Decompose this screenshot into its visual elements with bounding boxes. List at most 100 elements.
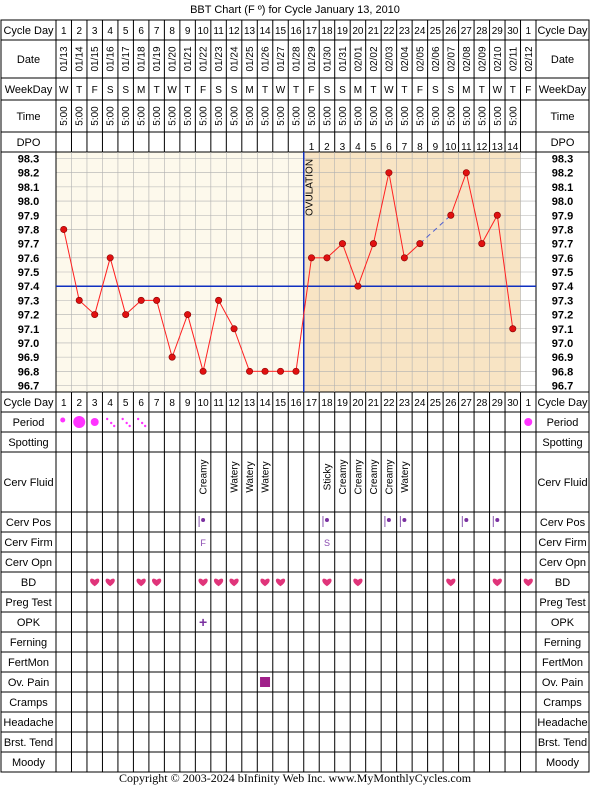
weekday-label: M <box>354 85 362 96</box>
cycle-day-label: 12 <box>229 398 241 409</box>
time-label: 5:00 <box>353 106 364 126</box>
weekday-label: F <box>92 85 98 96</box>
time-label: 5:00 <box>338 106 349 126</box>
temp-line-segment <box>419 214 452 244</box>
temp-point <box>60 225 68 233</box>
temp-point <box>478 240 486 248</box>
temp-point <box>246 367 254 375</box>
cycle-day-label: 20 <box>352 26 364 37</box>
y-tick-label-left: 97.6 <box>18 253 39 265</box>
weekday-label: F <box>525 85 531 96</box>
y-tick-label-right: 97.1 <box>552 324 573 336</box>
dpo-label: 5 <box>371 142 377 153</box>
temp-line-segment <box>78 300 96 315</box>
weekday-label: S <box>324 85 331 96</box>
time-label: 5:00 <box>137 106 148 126</box>
cycle-day-label: 18 <box>321 398 333 409</box>
cycle-day-label: 11 <box>213 398 224 409</box>
date-label: 02/08 <box>462 46 473 71</box>
temp-point <box>122 311 130 319</box>
row-label-left: Cerv Pos <box>6 517 52 529</box>
temp-point <box>277 367 285 375</box>
y-tick-label-left: 96.7 <box>18 381 39 393</box>
row-label-left: Cerv Fluid <box>3 477 53 489</box>
period-spot <box>105 417 109 421</box>
weekday-label: T <box>262 85 268 96</box>
row-label-right: Cycle Day <box>537 397 588 409</box>
cerv-fluid-label: Watery <box>245 461 256 492</box>
row-label-right: Period <box>547 417 579 429</box>
weekday-label: M <box>245 85 253 96</box>
temp-point <box>153 296 161 304</box>
weekday-label: S <box>215 85 222 96</box>
cerv-pos-dot <box>495 518 500 522</box>
temp-point <box>369 240 377 248</box>
weekday-label: M <box>462 85 470 96</box>
row-label-right: OPK <box>551 617 575 629</box>
time-label: 5:00 <box>261 106 272 126</box>
dpo-label: 3 <box>340 142 346 153</box>
time-label: 5:00 <box>307 106 318 126</box>
row-label-right: Time <box>550 111 574 123</box>
period-marker <box>524 418 533 426</box>
date-label: 02/06 <box>431 46 442 71</box>
bd-heart <box>523 578 533 587</box>
row-label-right: DPO <box>551 137 575 149</box>
temp-line-segment <box>171 314 189 358</box>
cycle-day-label: 1 <box>525 398 531 409</box>
temp-line-segment <box>357 243 374 287</box>
temp-line-segment <box>156 300 173 358</box>
row-label-left: Cramps <box>9 697 48 709</box>
temp-line-segment <box>94 257 111 315</box>
date-label: 02/01 <box>353 46 364 71</box>
bd-heart <box>322 578 332 587</box>
weekday-label: T <box>76 85 82 96</box>
date-label: 01/27 <box>276 46 287 71</box>
bd-heart <box>136 578 146 587</box>
date-label: 02/05 <box>415 46 426 71</box>
temp-point <box>385 169 393 177</box>
cerv-firm-label: F <box>200 538 206 548</box>
cerv-fluid-label: Watery <box>400 461 411 492</box>
bd-heart <box>260 578 270 587</box>
row-label-left: Headache <box>3 717 53 729</box>
weekday-label: S <box>231 85 238 96</box>
cycle-day-label: 26 <box>445 398 457 409</box>
temp-line-segment <box>496 215 514 329</box>
row-label-left: BD <box>21 577 36 589</box>
date-label: 01/29 <box>307 46 318 71</box>
temp-point <box>509 325 517 333</box>
temp-point <box>307 254 315 262</box>
y-tick-label-left: 97.5 <box>18 267 39 279</box>
cerv-pos-dot <box>464 518 469 522</box>
time-label: 5:00 <box>462 106 473 126</box>
temp-line-segment <box>450 172 467 216</box>
temp-line-segment <box>125 300 142 315</box>
bd-heart <box>213 578 224 587</box>
grid <box>0 19 590 773</box>
period-spot <box>136 417 140 421</box>
cycle-day-label: 12 <box>229 26 241 37</box>
row-label-left: Ov. Pain <box>8 677 49 689</box>
cycle-day-label: 10 <box>198 26 210 37</box>
temp-point <box>462 169 470 177</box>
cerv-fluid-label: Creamy <box>338 459 349 494</box>
period-marker <box>73 416 86 428</box>
time-label: 5:00 <box>493 106 504 126</box>
date-label: 02/09 <box>477 46 488 71</box>
date-label: 02/07 <box>446 46 457 71</box>
period-marker <box>90 418 99 426</box>
y-tick-label-right: 97.0 <box>552 338 573 350</box>
cycle-day-label: 10 <box>198 398 210 409</box>
cycle-day-label: 27 <box>461 398 473 409</box>
weekday-label: F <box>308 85 314 96</box>
time-label: 5:00 <box>199 106 210 126</box>
cycle-day-label: 29 <box>492 398 504 409</box>
temp-line-segment <box>187 314 204 372</box>
time-label: 5:00 <box>230 106 241 126</box>
y-tick-label-left: 97.4 <box>18 281 40 293</box>
cycle-day-label: 30 <box>507 398 519 409</box>
bd-heart <box>229 578 239 587</box>
row-label-right: WeekDay <box>539 84 587 96</box>
